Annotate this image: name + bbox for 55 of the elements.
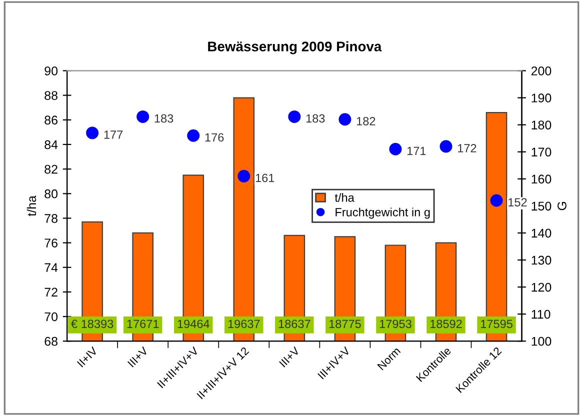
data-label: 177 <box>104 130 123 139</box>
y2-tick-label: 100 <box>532 336 552 346</box>
y-tick-label: 72 <box>44 288 58 296</box>
y-tick-label: 90 <box>44 66 58 76</box>
data-label: 183 <box>306 114 325 123</box>
point <box>86 126 99 140</box>
y-tick-label: 80 <box>44 189 58 198</box>
data-label: 161 <box>256 174 274 182</box>
data-label: 171 <box>407 146 426 155</box>
y-tick-label: 76 <box>44 238 58 248</box>
point <box>490 194 503 207</box>
annotation: 19464 <box>178 320 210 328</box>
y-tick-label: 74 <box>44 263 58 272</box>
y2-tick-label: 160 <box>532 174 552 184</box>
y2-tick-label: 110 <box>532 310 550 319</box>
y-tick-label: 88 <box>44 91 58 100</box>
legend-label: Fruchtgewicht in g <box>336 208 430 219</box>
data-label: 182 <box>356 116 376 126</box>
point <box>187 129 200 142</box>
y-tick-label: 86 <box>44 116 58 125</box>
annotation: 17953 <box>380 320 412 328</box>
point <box>389 142 402 156</box>
y2-tick-label: 170 <box>532 148 552 156</box>
y-tick-label: 84 <box>44 140 58 150</box>
annotation: 17595 <box>481 320 512 328</box>
y2-tick-label: 150 <box>532 202 552 211</box>
y2-tick-label: 120 <box>532 282 552 292</box>
y-tick-label: 70 <box>44 312 58 322</box>
data-label: 176 <box>205 133 224 142</box>
annotation: 18637 <box>278 320 310 328</box>
y2-tick-label: 130 <box>532 256 552 265</box>
y2-axis-title: G <box>558 202 566 210</box>
point <box>288 110 301 123</box>
y-tick-label: 82 <box>44 164 58 174</box>
annotation: 18592 <box>430 320 462 328</box>
chart-title: Bewässerung 2009 Pinova <box>208 41 382 54</box>
y-axis-title: t/ha <box>26 195 36 216</box>
y-tick-label: 68 <box>44 336 58 346</box>
legend-label: t/ha <box>334 193 354 202</box>
point <box>338 113 352 126</box>
point <box>238 170 250 182</box>
data-label: 172 <box>458 144 476 152</box>
data-label: 152 <box>508 198 527 206</box>
y2-tick-label: 140 <box>532 228 552 238</box>
point <box>440 140 452 153</box>
y2-tick-label: 190 <box>532 94 552 102</box>
point <box>136 110 150 123</box>
annotation: 17671 <box>127 320 159 328</box>
annotation: 18775 <box>329 320 361 328</box>
annotation: 19637 <box>228 320 260 328</box>
annotation: € 18393 <box>71 320 114 328</box>
y2-tick-label: 180 <box>532 120 552 130</box>
y2-tick-label: 200 <box>531 66 552 76</box>
data-label: 183 <box>154 114 174 123</box>
y-tick-label: 78 <box>44 214 58 223</box>
